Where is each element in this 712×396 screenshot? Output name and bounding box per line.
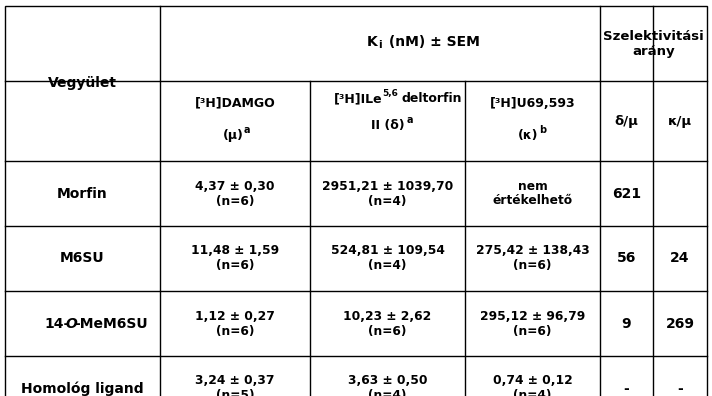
Text: 0,74 ± 0,12
(n=4): 0,74 ± 0,12 (n=4) <box>493 375 572 396</box>
Text: δ/μ: δ/μ <box>614 114 639 128</box>
Text: -: - <box>624 381 629 396</box>
Text: 24: 24 <box>670 251 690 265</box>
Text: deltorfin: deltorfin <box>402 92 462 105</box>
Text: κ/μ: κ/μ <box>668 114 692 128</box>
Text: a: a <box>407 115 413 125</box>
Text: b: b <box>539 126 546 135</box>
Text: 3,63 ± 0,50
(n=4): 3,63 ± 0,50 (n=4) <box>347 375 427 396</box>
Text: 14-: 14- <box>44 316 70 331</box>
Text: -: - <box>677 381 683 396</box>
Text: O: O <box>66 316 77 331</box>
Text: a: a <box>244 126 250 135</box>
Text: i: i <box>378 40 382 51</box>
Text: Homológ ligand: Homológ ligand <box>21 381 144 396</box>
Text: 2951,21 ± 1039,70
(n=4): 2951,21 ± 1039,70 (n=4) <box>322 179 453 208</box>
Text: 295,12 ± 96,79
(n=6): 295,12 ± 96,79 (n=6) <box>480 310 585 337</box>
Text: K: K <box>367 34 378 48</box>
Text: 524,81 ± 109,54
(n=4): 524,81 ± 109,54 (n=4) <box>330 244 444 272</box>
Text: 9: 9 <box>622 316 632 331</box>
Text: Morfin: Morfin <box>57 187 108 200</box>
Text: 1,12 ± 0,27
(n=6): 1,12 ± 0,27 (n=6) <box>195 310 275 337</box>
Text: 269: 269 <box>666 316 694 331</box>
Text: 5,6: 5,6 <box>382 89 399 98</box>
Text: [³H]ILe: [³H]ILe <box>334 92 382 105</box>
Text: (nM) ± SEM: (nM) ± SEM <box>384 34 480 48</box>
Text: Szelektivitási
arány: Szelektivitási arány <box>603 29 704 57</box>
Text: 56: 56 <box>617 251 637 265</box>
Text: 3,24 ± 0,37
(n=5): 3,24 ± 0,37 (n=5) <box>195 375 275 396</box>
Text: 275,42 ± 138,43
(n=6): 275,42 ± 138,43 (n=6) <box>476 244 590 272</box>
Text: 621: 621 <box>612 187 641 200</box>
Text: 4,37 ± 0,30
(n=6): 4,37 ± 0,30 (n=6) <box>195 179 275 208</box>
Text: [³H]DAMGO: [³H]DAMGO <box>194 97 276 110</box>
Text: nem
értékelhető: nem értékelhető <box>493 179 572 208</box>
Text: M6SU: M6SU <box>61 251 105 265</box>
Text: [³H]U69,593: [³H]U69,593 <box>490 97 575 110</box>
Text: (κ): (κ) <box>518 129 539 142</box>
Text: II (δ): II (δ) <box>371 118 404 131</box>
Text: 11,48 ± 1,59
(n=6): 11,48 ± 1,59 (n=6) <box>191 244 279 272</box>
Text: -MeM6SU: -MeM6SU <box>75 316 148 331</box>
Text: (μ): (μ) <box>223 129 244 142</box>
Text: Vegyület: Vegyület <box>48 76 117 91</box>
Text: 10,23 ± 2,62
(n=6): 10,23 ± 2,62 (n=6) <box>343 310 431 337</box>
